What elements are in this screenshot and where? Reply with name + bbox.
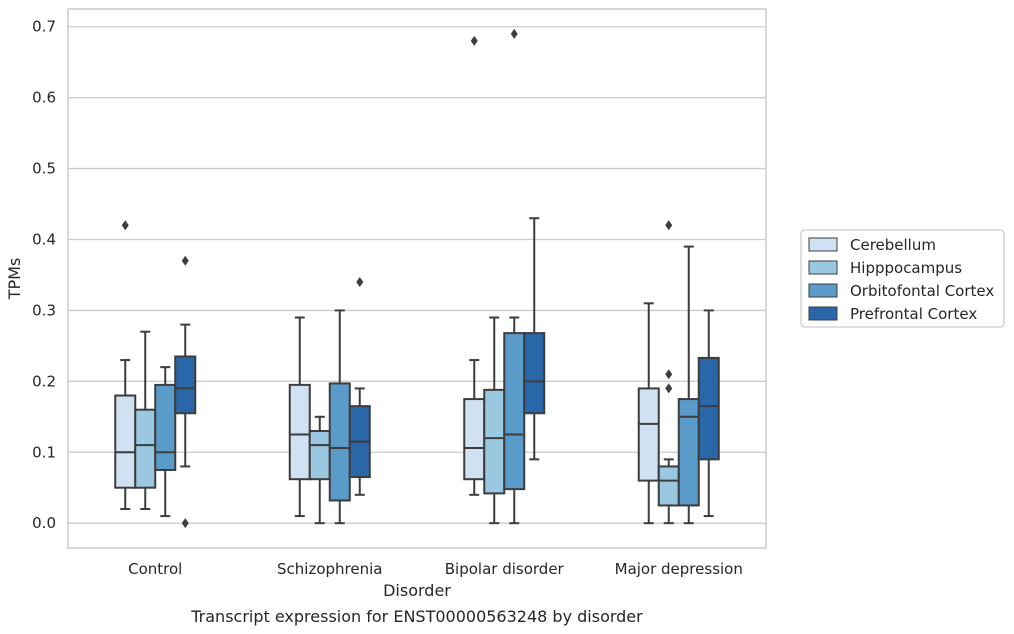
y-tick-label: 0.7 — [32, 18, 56, 36]
iqr-box — [308, 429, 331, 481]
x-axis-title: Disorder — [383, 581, 451, 600]
box-orbitofontal-cortex — [328, 309, 351, 525]
box-prefrontal-cortex — [523, 217, 546, 461]
box-orbitofontal-cortex — [677, 245, 700, 525]
legend: Cerebellum Hipppocampus Orbitofontal Corte… — [800, 229, 1005, 328]
y-axis-title: TPMs — [5, 258, 24, 301]
iqr-box — [503, 332, 526, 491]
iqr-box — [114, 394, 137, 489]
outlier-point — [470, 35, 478, 46]
iqr-box — [463, 398, 486, 481]
legend-swatch — [808, 283, 838, 298]
y-tick-label: 0.6 — [32, 89, 56, 107]
box-hipppocampus — [308, 415, 331, 525]
iqr-box — [134, 408, 157, 489]
iqr-box — [637, 387, 660, 482]
box-cerebellum — [114, 220, 137, 510]
box-cerebellum — [637, 302, 660, 525]
iqr-box — [677, 398, 700, 507]
y-tick-label: 0.3 — [32, 301, 56, 319]
legend-swatch — [808, 260, 838, 275]
tick-labels: 0.0 0.1 0.2 0.3 0.4 0.5 0.6 0.7 Control Schizophr… — [32, 18, 743, 578]
iqr-box — [154, 383, 177, 471]
chart-caption: Transcript expression for ENST0000056324… — [190, 607, 643, 626]
iqr-box — [697, 356, 720, 461]
outlier-point — [181, 518, 189, 529]
y-tick-label: 0.4 — [32, 230, 56, 248]
box-hipppocampus — [134, 330, 157, 510]
y-tick-label: 0.2 — [32, 372, 56, 390]
iqr-box — [483, 388, 506, 495]
y-tick-label: 0.5 — [32, 160, 56, 178]
outlier-point — [665, 383, 673, 394]
outlier-point — [665, 220, 673, 231]
x-tick-label: Control — [128, 560, 182, 578]
y-tick-label: 0.1 — [32, 443, 56, 461]
box-prefrontal-cortex — [348, 277, 371, 496]
legend-frame — [800, 229, 1005, 328]
box-hipppocampus — [483, 316, 506, 525]
outlier-point — [121, 220, 129, 231]
plot-frame — [67, 8, 767, 549]
box-prefrontal-cortex — [174, 255, 197, 529]
outlier-point — [356, 277, 364, 288]
outlier-point — [510, 28, 518, 39]
legend-label: Hipppocampus — [850, 259, 962, 277]
box-orbitofontal-cortex — [503, 28, 526, 525]
box-layer — [114, 28, 720, 529]
iqr-box — [174, 355, 197, 415]
legend-swatch — [808, 237, 838, 252]
box-cerebellum — [288, 316, 311, 518]
outlier-point — [665, 369, 673, 380]
y-tick-label: 0.0 — [32, 514, 56, 532]
iqr-box — [328, 382, 351, 502]
legend-label: Cerebellum — [850, 236, 936, 254]
box-hipppocampus — [657, 220, 680, 525]
x-tick-label: Schizophrenia — [277, 560, 382, 578]
outlier-point — [181, 255, 189, 266]
box-prefrontal-cortex — [697, 309, 720, 518]
iqr-box — [523, 332, 546, 415]
x-tick-label: Major depression — [615, 560, 743, 578]
box-cerebellum — [463, 35, 486, 496]
legend-label: Orbitofontal Cortex — [850, 282, 994, 300]
x-tick-label: Bipolar disorder — [445, 560, 565, 578]
box-orbitofontal-cortex — [154, 366, 177, 518]
legend-label: Prefrontal Cortex — [850, 305, 977, 323]
iqr-box — [288, 383, 311, 481]
iqr-box — [657, 465, 680, 507]
legend-swatch — [808, 306, 838, 321]
